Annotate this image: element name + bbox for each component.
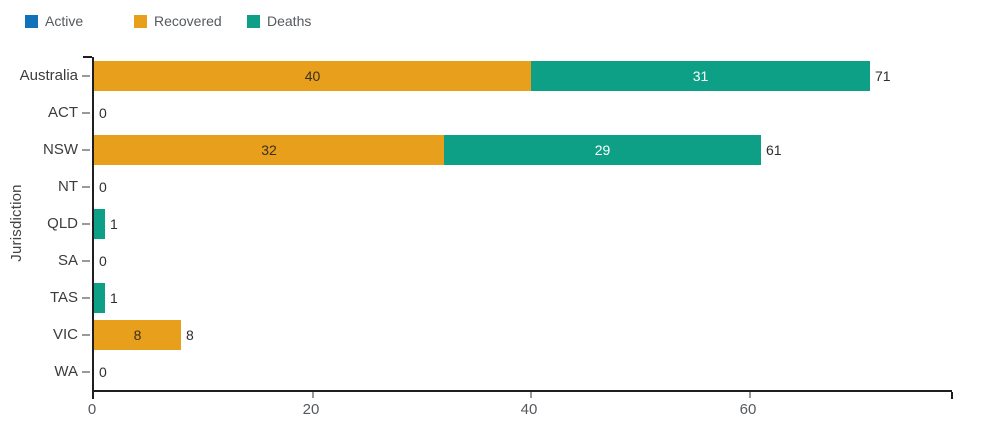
y-axis-end-tick [83, 56, 92, 58]
y-tick-label-nsw: NSW [43, 140, 78, 158]
bar-row-tas: 1 [94, 279, 952, 316]
bar-total-label: 71 [875, 67, 891, 84]
y-tick-mark [82, 259, 90, 262]
bar-value-label: 40 [304, 67, 321, 84]
y-tick-label-qld: QLD [47, 214, 78, 232]
bar-total-label: 8 [186, 326, 194, 343]
bar-row-act: 0 [94, 94, 952, 131]
bar-row-nsw: 32 29 61 [94, 131, 952, 168]
plot-area: 40 31 71 0 32 29 61 0 1 0 1 8 8 0 [83, 56, 953, 399]
x-tick-mark [530, 392, 532, 398]
bar-row-nt: 0 [94, 168, 952, 205]
bar-segment-deaths-tas[interactable] [94, 282, 105, 313]
bar-value-label: 32 [261, 141, 277, 158]
y-tick-label-tas: TAS [49, 288, 78, 306]
x-tick-label-20: 20 [302, 401, 320, 418]
legend-item-active[interactable]: Active [25, 14, 83, 28]
bar-segment-recovered-nsw[interactable]: 32 [94, 134, 444, 165]
bar-total-label: 0 [99, 104, 107, 121]
bar-row-sa: 0 [94, 242, 952, 279]
bar-segment-deaths-qld[interactable] [94, 208, 105, 239]
bar-stack [94, 208, 105, 239]
x-tick-label-0: 0 [87, 401, 97, 418]
bar-value-label: 31 [692, 67, 709, 84]
bar-stack: 40 31 [94, 60, 870, 91]
y-tick-mark [82, 370, 90, 373]
legend-label: Recovered [154, 13, 222, 29]
y-tick-mark [82, 148, 90, 151]
bar-segment-recovered-australia[interactable]: 40 [94, 60, 531, 91]
y-tick-label-act: ACT [48, 103, 78, 121]
legend-item-deaths[interactable]: Deaths [247, 14, 311, 28]
bar-row-australia: 40 31 71 [94, 57, 952, 94]
x-axis-end-tick [951, 392, 953, 399]
bar-total-label: 1 [110, 289, 118, 306]
bar-segment-recovered-vic[interactable]: 8 [94, 319, 181, 350]
bar-total-label: 0 [99, 363, 107, 380]
y-axis-origin-tick [92, 390, 94, 399]
bar-value-label: 29 [594, 141, 611, 158]
bar-stack: 32 29 [94, 134, 761, 165]
legend-item-recovered[interactable]: Recovered [134, 14, 222, 28]
y-tick-mark [82, 111, 90, 114]
y-tick-mark [82, 74, 90, 77]
bar-stack: 8 [94, 319, 181, 350]
y-tick-mark [82, 222, 90, 225]
y-tick-label-vic: VIC [52, 325, 78, 343]
bar-value-label: 8 [133, 326, 142, 343]
y-tick-label-sa: SA [57, 251, 78, 269]
bar-segment-deaths-nsw[interactable]: 29 [444, 134, 761, 165]
y-tick-label-wa: WA [54, 362, 78, 380]
x-tick-label-60: 60 [739, 401, 757, 418]
x-tick-mark [312, 392, 314, 398]
legend-label: Active [45, 13, 84, 29]
bar-segment-deaths-australia[interactable]: 31 [531, 60, 870, 91]
bar-row-wa: 0 [94, 353, 952, 390]
y-tick-label-nt: NT [58, 177, 78, 195]
legend-swatch-deaths [247, 14, 260, 28]
bar-total-label: 61 [766, 141, 782, 158]
y-tick-mark [82, 185, 90, 188]
x-tick-mark [749, 392, 751, 398]
bar-total-label: 0 [99, 252, 107, 269]
y-tick-mark [82, 296, 90, 299]
bar-stack [94, 282, 105, 313]
y-tick-mark [82, 333, 90, 336]
legend-label: Deaths [267, 13, 312, 29]
y-tick-label-australia: Australia [19, 66, 78, 84]
legend-swatch-recovered [134, 14, 147, 28]
legend-swatch-active [25, 14, 38, 28]
x-tick-label-40: 40 [520, 401, 538, 418]
bar-total-label: 0 [99, 178, 107, 195]
bar-total-label: 1 [110, 215, 118, 232]
bar-row-qld: 1 [94, 205, 952, 242]
